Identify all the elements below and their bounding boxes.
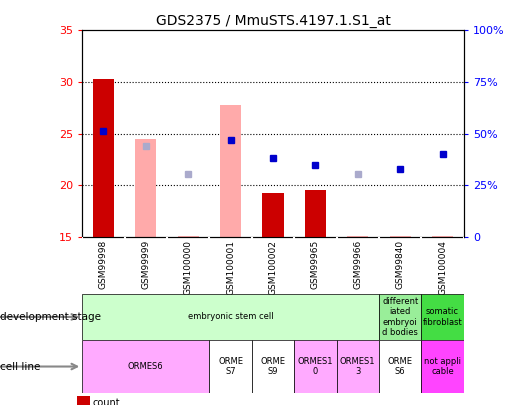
- Text: ORME
S7: ORME S7: [218, 357, 243, 376]
- Text: embryonic stem cell: embryonic stem cell: [188, 312, 273, 322]
- Text: not appli
cable: not appli cable: [424, 357, 461, 376]
- Bar: [421, 294, 464, 340]
- Text: different
iated
embryoi
d bodies: different iated embryoi d bodies: [382, 297, 418, 337]
- Bar: [347, 236, 368, 237]
- Text: ORMES1
3: ORMES1 3: [340, 357, 375, 376]
- Bar: [82, 294, 379, 340]
- Text: ORMES6: ORMES6: [128, 362, 164, 371]
- Text: GSM100004: GSM100004: [438, 240, 447, 294]
- Bar: [337, 340, 379, 393]
- Text: GSM99966: GSM99966: [354, 240, 362, 289]
- Text: cell line: cell line: [0, 362, 40, 371]
- Text: GSM100002: GSM100002: [269, 240, 277, 294]
- Bar: [178, 236, 199, 237]
- Text: ORME
S6: ORME S6: [387, 357, 413, 376]
- Text: GSM99999: GSM99999: [142, 240, 150, 289]
- Text: somatic
fibroblast: somatic fibroblast: [423, 307, 462, 326]
- Text: development stage: development stage: [0, 312, 101, 322]
- Title: GDS2375 / MmuSTS.4197.1.S1_at: GDS2375 / MmuSTS.4197.1.S1_at: [155, 14, 391, 28]
- Text: GSM99998: GSM99998: [99, 240, 108, 289]
- Bar: [252, 340, 294, 393]
- Text: GSM99965: GSM99965: [311, 240, 320, 289]
- Text: ORME
S9: ORME S9: [260, 357, 286, 376]
- Text: GSM100001: GSM100001: [226, 240, 235, 295]
- Text: ORMES1
0: ORMES1 0: [298, 357, 333, 376]
- Text: GSM100000: GSM100000: [184, 240, 192, 295]
- Bar: [294, 340, 337, 393]
- Bar: [305, 190, 326, 237]
- Text: count: count: [93, 398, 120, 405]
- Bar: [421, 340, 464, 393]
- Bar: [379, 340, 421, 393]
- Bar: [220, 105, 241, 237]
- Bar: [82, 340, 209, 393]
- Bar: [390, 236, 411, 237]
- Bar: [135, 139, 156, 237]
- Text: GSM99840: GSM99840: [396, 240, 404, 289]
- Bar: [262, 192, 284, 237]
- Bar: [379, 294, 421, 340]
- Bar: [93, 79, 114, 237]
- Bar: [432, 236, 453, 237]
- Bar: [209, 340, 252, 393]
